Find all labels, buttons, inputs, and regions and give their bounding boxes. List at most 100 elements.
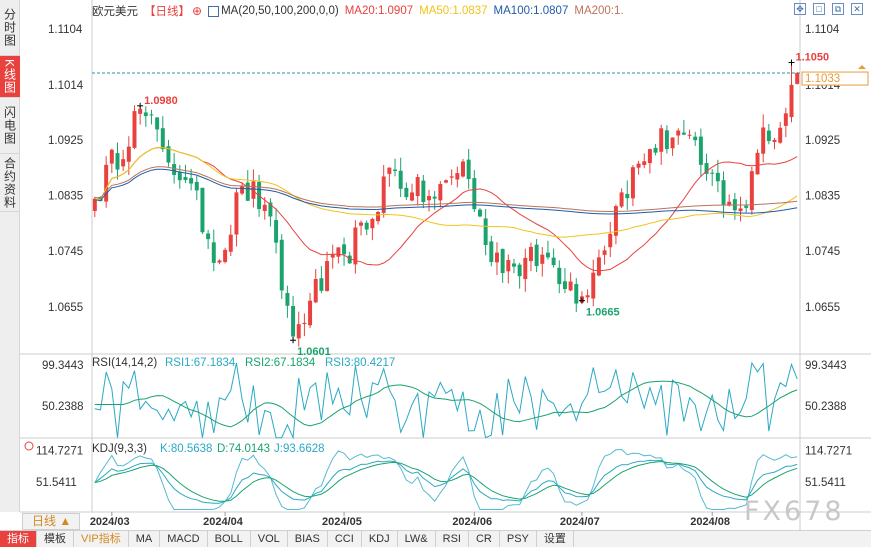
candle-body — [642, 161, 647, 166]
candle-body — [421, 180, 426, 203]
candle-body — [727, 201, 732, 206]
extreme-label: 1.0665 — [586, 307, 620, 319]
candle-body — [489, 241, 494, 263]
candle-body — [636, 163, 641, 168]
rsi-title: RSI(14,14,2) — [92, 357, 157, 369]
candle-body — [387, 167, 392, 174]
candle-body — [755, 152, 760, 175]
indicator-tab-1[interactable]: 模板 — [37, 531, 74, 547]
indicator-tab-8[interactable]: CCI — [328, 531, 362, 547]
candle-body — [291, 306, 296, 337]
indicator-tab-2[interactable]: VIP指标 — [74, 531, 129, 547]
candle-body — [427, 196, 431, 201]
candle-body — [132, 111, 137, 148]
candle-body — [585, 295, 590, 298]
kdj-settings-icon — [24, 441, 34, 451]
candle-body — [126, 146, 131, 162]
candle-body — [625, 193, 630, 199]
candle-body — [715, 172, 720, 182]
candle-body — [664, 130, 669, 150]
indicator-tab-4[interactable]: MACD — [160, 531, 208, 547]
candle-body — [359, 222, 364, 226]
ma-toggle-icon[interactable] — [208, 5, 220, 17]
candle-body — [189, 178, 194, 184]
price-tick-left: 1.0745 — [48, 246, 83, 258]
candle-body — [721, 180, 726, 205]
kdj-tick-right: 114.7271 — [805, 446, 852, 458]
indicator-tab-6[interactable]: VOL — [251, 531, 288, 547]
candle-body — [523, 257, 528, 280]
indicator-tab-3[interactable]: MA — [129, 531, 161, 547]
ma-params[interactable]: MA(20,50,100,200,0,0) — [221, 5, 339, 17]
ma50-line — [94, 146, 798, 238]
candle-body — [438, 184, 443, 201]
candle-body — [693, 136, 698, 141]
indicator-tab-9[interactable]: KDJ — [362, 531, 398, 547]
kdj-tick-left: 51.5411 — [36, 477, 77, 489]
candle-body — [177, 172, 182, 181]
sidebar-tab-3[interactable]: 合约资料 — [0, 154, 20, 212]
candle-body — [545, 252, 550, 258]
candle-body — [574, 284, 579, 304]
candle-body — [410, 192, 414, 201]
indicator-tab-11[interactable]: RSI — [436, 531, 469, 547]
extreme-label: 1.1050 — [796, 52, 830, 64]
kdj-tick-right: 51.5411 — [805, 477, 846, 489]
candle-body — [138, 108, 143, 114]
kdj-k-line — [94, 459, 798, 504]
price-tick-left: 1.1104 — [48, 24, 83, 36]
time-tick-label: 2024/08 — [690, 516, 730, 528]
candle-body — [155, 117, 160, 130]
ma100-value: MA100:1.0807 — [493, 5, 569, 17]
sidebar-tab-0[interactable]: 分时图 — [0, 0, 20, 56]
candle-body — [778, 127, 783, 143]
ma50-value: MA50:1.0837 — [419, 5, 488, 17]
indicator-tab-10[interactable]: LW& — [398, 531, 436, 547]
maximize-icon[interactable]: □ — [813, 3, 825, 15]
watermark: FX678 — [744, 496, 845, 527]
candle-body — [228, 234, 233, 252]
kdj-d-line — [94, 460, 798, 502]
candle-body — [364, 222, 369, 230]
candle-body — [415, 177, 420, 197]
time-tick-label: 2024/07 — [560, 516, 600, 528]
last-price-arrow-icon — [858, 65, 866, 70]
last-price-value: 1.1033 — [805, 73, 840, 85]
candle-body — [393, 169, 398, 172]
candle-body — [121, 159, 126, 167]
price-tick-right: 1.0655 — [805, 302, 840, 314]
indicator-tab-5[interactable]: BOLL — [208, 531, 251, 547]
indicator-tab-7[interactable]: BIAS — [288, 531, 328, 547]
candle-body — [670, 137, 675, 149]
indicator-tab-0[interactable]: 指标 — [0, 531, 37, 547]
candle-body — [308, 300, 313, 326]
candle-body — [240, 186, 245, 194]
candle-body — [483, 218, 488, 245]
indicator-tab-13[interactable]: PSY — [500, 531, 537, 547]
close-icon[interactable]: ✕ — [851, 3, 863, 15]
candle-body — [319, 278, 324, 291]
restore-icon[interactable]: ⧉ — [832, 3, 844, 15]
candle-body — [676, 130, 681, 136]
period-selector[interactable]: 日线 ▲ — [22, 513, 80, 530]
candle-body — [166, 146, 171, 163]
indicator-tab-12[interactable]: CR — [469, 531, 500, 547]
ma20-line — [94, 146, 798, 272]
candle-body — [262, 204, 267, 211]
candle-body — [217, 260, 222, 263]
ma20-value: MA20:1.0907 — [344, 5, 414, 17]
candle-body — [455, 173, 460, 180]
indicator-tab-14[interactable]: 设置 — [537, 531, 574, 547]
candle-body — [461, 161, 465, 177]
candle-body — [104, 164, 109, 202]
candle-body — [381, 176, 386, 213]
add-indicator-icon[interactable]: ⊕ — [192, 4, 203, 18]
candle-body — [472, 178, 477, 210]
kdj-tick-left: 114.7271 — [36, 446, 83, 458]
sidebar-tab-2[interactable]: 闪电图 — [0, 98, 20, 154]
candle-body — [744, 205, 749, 208]
move-icon[interactable]: ✥ — [794, 3, 806, 15]
candle-body — [500, 248, 505, 274]
period-tag[interactable]: 【日线】 — [144, 6, 190, 18]
sidebar-tab-1[interactable]: K线图 — [0, 56, 20, 98]
